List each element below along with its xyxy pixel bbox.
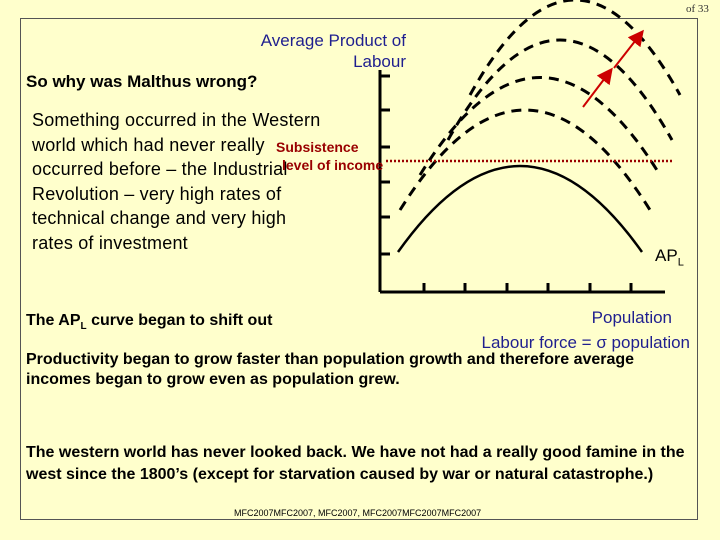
- shift-arrow-2: [613, 29, 644, 69]
- apl-curve-shift-4: [468, 0, 682, 96]
- subsistence-label-line1: Subsistence: [276, 139, 359, 155]
- slide-frame: [20, 18, 698, 520]
- apl-curve-shift-3: [446, 38, 674, 141]
- shift-arrow-1: [582, 67, 613, 108]
- x-axis-label-line1: Population: [591, 308, 672, 327]
- apl-curve-shift-2: [418, 76, 662, 176]
- y-axis-label: Average Product of Labour: [260, 31, 406, 71]
- intro-paragraph: Something occurred in the Western world …: [32, 110, 321, 253]
- y-axis-ticks: [380, 74, 390, 256]
- subsistence-label-line2: level of income: [282, 157, 384, 173]
- shift-statement: The APL curve began to shift out: [26, 312, 273, 333]
- productivity-paragraph: Productivity began to grow faster than p…: [26, 351, 635, 388]
- x-axis-label-line2: Labour force = σ population: [481, 333, 691, 352]
- apl-curve-label: APL: [655, 246, 684, 269]
- x-axis-label: Population Labour force = σ population: [444, 305, 691, 355]
- footer-text: MFC2007MFC2007, MFC2007, MFC2007MFC2007M…: [234, 508, 482, 518]
- apl-curve-shift-1: [398, 108, 652, 211]
- x-axis-ticks: [422, 283, 633, 292]
- slide-heading: So why was Malthus wrong?: [26, 72, 258, 91]
- page-indicator: of 33: [686, 3, 709, 15]
- apl-curve: [396, 164, 644, 253]
- western-world-paragraph: The western world has never looked back.…: [26, 444, 685, 483]
